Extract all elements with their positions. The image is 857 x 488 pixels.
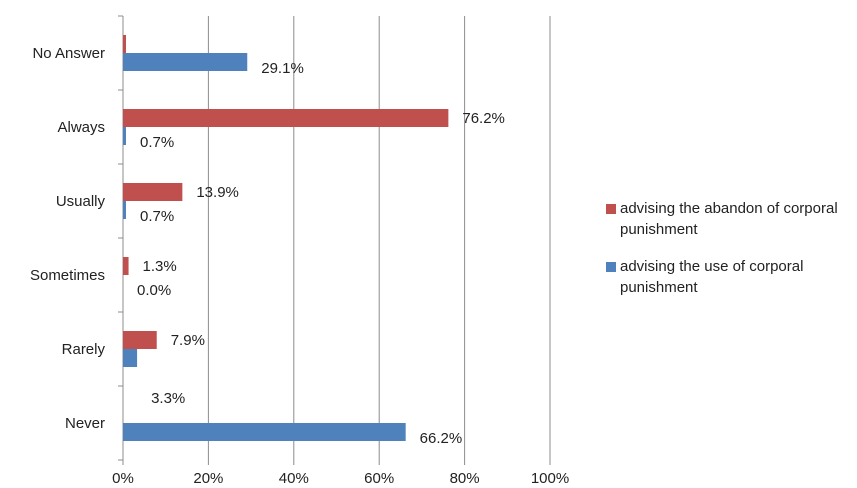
category-label: Sometimes bbox=[30, 267, 105, 284]
data-label-abandon: 13.9% bbox=[196, 184, 239, 201]
bar-use bbox=[123, 127, 126, 145]
legend-swatch-abandon bbox=[606, 204, 616, 214]
bar-abandon bbox=[123, 257, 129, 275]
data-label-use: 3.3% bbox=[151, 390, 185, 407]
legend-swatch-use bbox=[606, 262, 616, 272]
x-tick-label: 20% bbox=[193, 470, 223, 487]
bar-abandon bbox=[123, 331, 157, 349]
x-tick-label: 80% bbox=[450, 470, 480, 487]
bar-abandon bbox=[123, 183, 183, 201]
legend-item-abandon: advising the abandon of corporal punishm… bbox=[606, 198, 856, 240]
x-tick-label: 60% bbox=[364, 470, 394, 487]
category-label: Rarely bbox=[62, 341, 106, 358]
data-label-use: 0.7% bbox=[140, 134, 174, 151]
category-label: Usually bbox=[56, 193, 106, 210]
x-tick-label: 0% bbox=[112, 470, 134, 487]
data-label-use: 0.7% bbox=[140, 208, 174, 225]
legend: advising the abandon of corporal punishm… bbox=[606, 198, 856, 314]
category-label: Always bbox=[57, 119, 105, 136]
bar-abandon bbox=[123, 109, 449, 127]
data-label-abandon: 76.2% bbox=[462, 110, 505, 127]
data-label-abandon: 1.3% bbox=[143, 258, 177, 275]
x-tick-label: 40% bbox=[279, 470, 309, 487]
bar-use bbox=[123, 423, 406, 441]
legend-label-abandon: advising the abandon of corporal punishm… bbox=[620, 200, 838, 238]
data-label-use: 0.0% bbox=[137, 282, 171, 299]
legend-item-use: advising the use of corporal punishment bbox=[606, 256, 856, 298]
data-label-use: 29.1% bbox=[261, 60, 304, 77]
bar-use bbox=[123, 53, 248, 71]
category-label: No Answer bbox=[32, 45, 105, 62]
data-label-use: 66.2% bbox=[420, 430, 463, 447]
bar-use bbox=[123, 349, 138, 367]
bar-use bbox=[123, 201, 126, 219]
category-label: Never bbox=[65, 415, 105, 432]
legend-label-use: advising the use of corporal punishment bbox=[620, 258, 804, 296]
bar-abandon bbox=[123, 35, 126, 53]
x-tick-label: 100% bbox=[531, 470, 569, 487]
data-label-abandon: 7.9% bbox=[171, 332, 205, 349]
